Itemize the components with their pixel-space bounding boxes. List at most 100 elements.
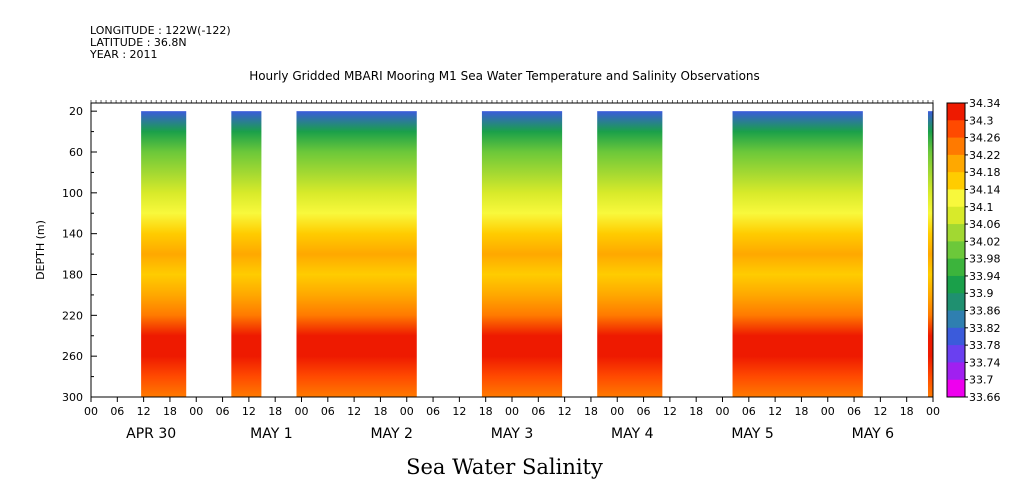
x-tick-label: 18 [163,405,177,418]
y-tick-label: 60 [69,146,83,159]
y-tick-label: 260 [62,350,83,363]
x-tick-label: 06 [847,405,861,418]
colorbar: 34.34 34.3 34.26 34.22 34.18 34.14 34.1 34.06 34… [946,97,1001,404]
colorbar-label: 33.74 [969,356,1001,369]
colorbar-label: 34.14 [969,183,1001,196]
x-tick-label: 12 [558,405,572,418]
colorbar-bin [947,293,965,312]
colorbar-bin [947,137,965,156]
longitude-label: LONGITUDE : 122W(-122) [90,24,231,37]
data-segment [481,111,563,398]
x-tick-label: 18 [373,405,387,418]
x-tick-label: 12 [663,405,677,418]
x-tick-label: 12 [768,405,782,418]
y-tick-label: 180 [62,269,83,282]
colorbar-label: 34.06 [969,218,1001,231]
x-tick-label: 12 [347,405,361,418]
colorbar-bin [947,327,965,346]
x-tick-label: 00 [926,405,940,418]
colorbar-bin [947,172,965,190]
x-tick-label: 00 [716,405,730,418]
colorbar-label: 33.7 [969,374,994,387]
colorbar-bin [947,120,965,139]
colorbar-bin [947,206,965,225]
x-day-label: MAY 5 [731,426,773,442]
x-day-label: MAY 1 [250,426,292,442]
y-tick-label: 220 [62,309,83,322]
x-day-label: MAY 6 [852,426,895,442]
colorbar-bin [947,224,965,242]
colorbar-bin [947,275,965,294]
x-tick-label: 18 [268,405,282,418]
colorbar-label: 33.82 [969,322,1001,335]
latitude-label: LATITUDE : 36.8N [90,36,187,49]
x-tick-label: 12 [873,405,887,418]
colorbar-label: 34.02 [969,235,1001,248]
x-day-label: MAY 2 [370,426,412,442]
x-tick-label: 06 [742,405,756,418]
data-segment [296,111,417,398]
x-tick-label: 12 [137,405,151,418]
y-axis-label: DEPTH (m) [34,220,47,280]
data-segment [597,111,663,398]
colorbar-frame [946,102,966,398]
x-tick-label: 18 [479,405,493,418]
axes: 00 06 12 18 00 06 12 18 00 06 12 18 00 06 12 18 00 06 12 18… [34,100,940,442]
colorbar-label: 34.1 [969,201,994,214]
x-tick-label: 06 [110,405,124,418]
colorbar-bin [947,345,965,363]
x-day-label: MAY 4 [611,426,654,442]
x-tick-label: 12 [452,405,466,418]
colorbar-bin [947,258,965,277]
x-tick-label: 00 [400,405,414,418]
x-day-label: MAY 3 [491,426,533,442]
x-tick-label: 00 [505,405,519,418]
colorbar-label: 34.22 [969,149,1001,162]
x-tick-label: 06 [426,405,440,418]
colorbar-bin [947,362,965,381]
data-segment [927,111,933,398]
x-tick-label: 18 [794,405,808,418]
y-tick-label: 20 [69,105,83,118]
x-tick-label: 00 [189,405,203,418]
colorbar-label: 34.3 [969,114,994,127]
x-tick-label: 06 [637,405,651,418]
x-tick-label: 00 [821,405,835,418]
x-tick-label: 00 [610,405,624,418]
colorbar-bin [947,154,965,173]
year-label: YEAR : 2011 [90,48,158,61]
y-tick-label: 100 [62,187,83,200]
colorbar-label: 34.18 [969,166,1001,179]
colorbar-label: 33.9 [969,287,994,300]
x-tick-label: 06 [321,405,335,418]
colorbar-bin [947,189,965,208]
x-tick-label: 18 [584,405,598,418]
colorbar-label: 33.98 [969,253,1001,266]
data-segment [141,111,187,398]
colorbar-bin [947,103,965,121]
x-tick-label: 18 [689,405,703,418]
x-tick-label: 00 [84,405,98,418]
colorbar-bin [947,310,965,329]
colorbar-label: 33.94 [969,270,1001,283]
colorbar-bin [947,379,965,398]
x-tick-label: 06 [531,405,545,418]
data-segment [231,111,262,398]
data-segments [141,111,933,398]
y-tick-label: 140 [62,228,83,241]
x-tick-label: 12 [242,405,256,418]
data-segment [732,111,863,398]
variable-label: Sea Water Salinity [406,455,603,479]
colorbar-bin [947,241,965,260]
x-tick-label: 18 [900,405,914,418]
colorbar-label: 33.78 [969,339,1001,352]
y-tick-label: 300 [62,391,83,404]
x-tick-label: 00 [295,405,309,418]
colorbar-label: 33.66 [969,391,1001,404]
colorbar-label: 33.86 [969,305,1001,318]
x-tick-label: 06 [216,405,230,418]
colorbar-label: 34.34 [969,97,1001,110]
chart-title: Hourly Gridded MBARI Mooring M1 Sea Wate… [249,69,760,83]
colorbar-label: 34.26 [969,132,1001,145]
